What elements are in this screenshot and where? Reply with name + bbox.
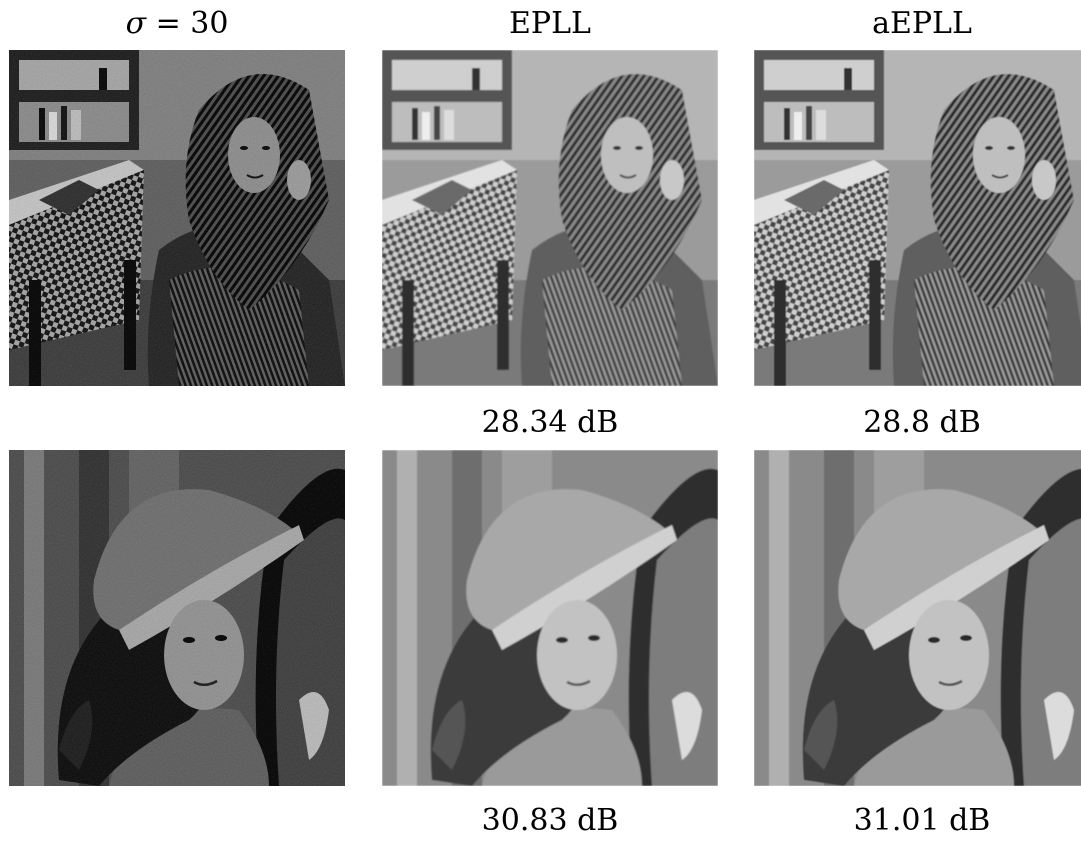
lena-noisy-image (9, 450, 345, 786)
lena-aepll-psnr: 31.01 dB (853, 803, 991, 838)
header-noisy-symbol: σ (125, 6, 147, 41)
header-epll: EPLL (509, 6, 591, 41)
lena-epll-psnr: 30.83 dB (481, 803, 619, 838)
barbara-epll-image (382, 50, 718, 386)
header-noisy-text: = 30 (146, 6, 229, 41)
header-aepll: aEPLL (872, 6, 972, 41)
barbara-aepll-image (754, 50, 1081, 386)
barbara-noisy-image (9, 50, 345, 386)
lena-epll-image (382, 450, 718, 786)
header-noisy: σ = 30 (9, 4, 345, 44)
lena-aepll-image (754, 450, 1081, 786)
barbara-epll-psnr: 28.34 dB (481, 405, 619, 440)
barbara-aepll-psnr: 28.8 dB (863, 405, 981, 440)
